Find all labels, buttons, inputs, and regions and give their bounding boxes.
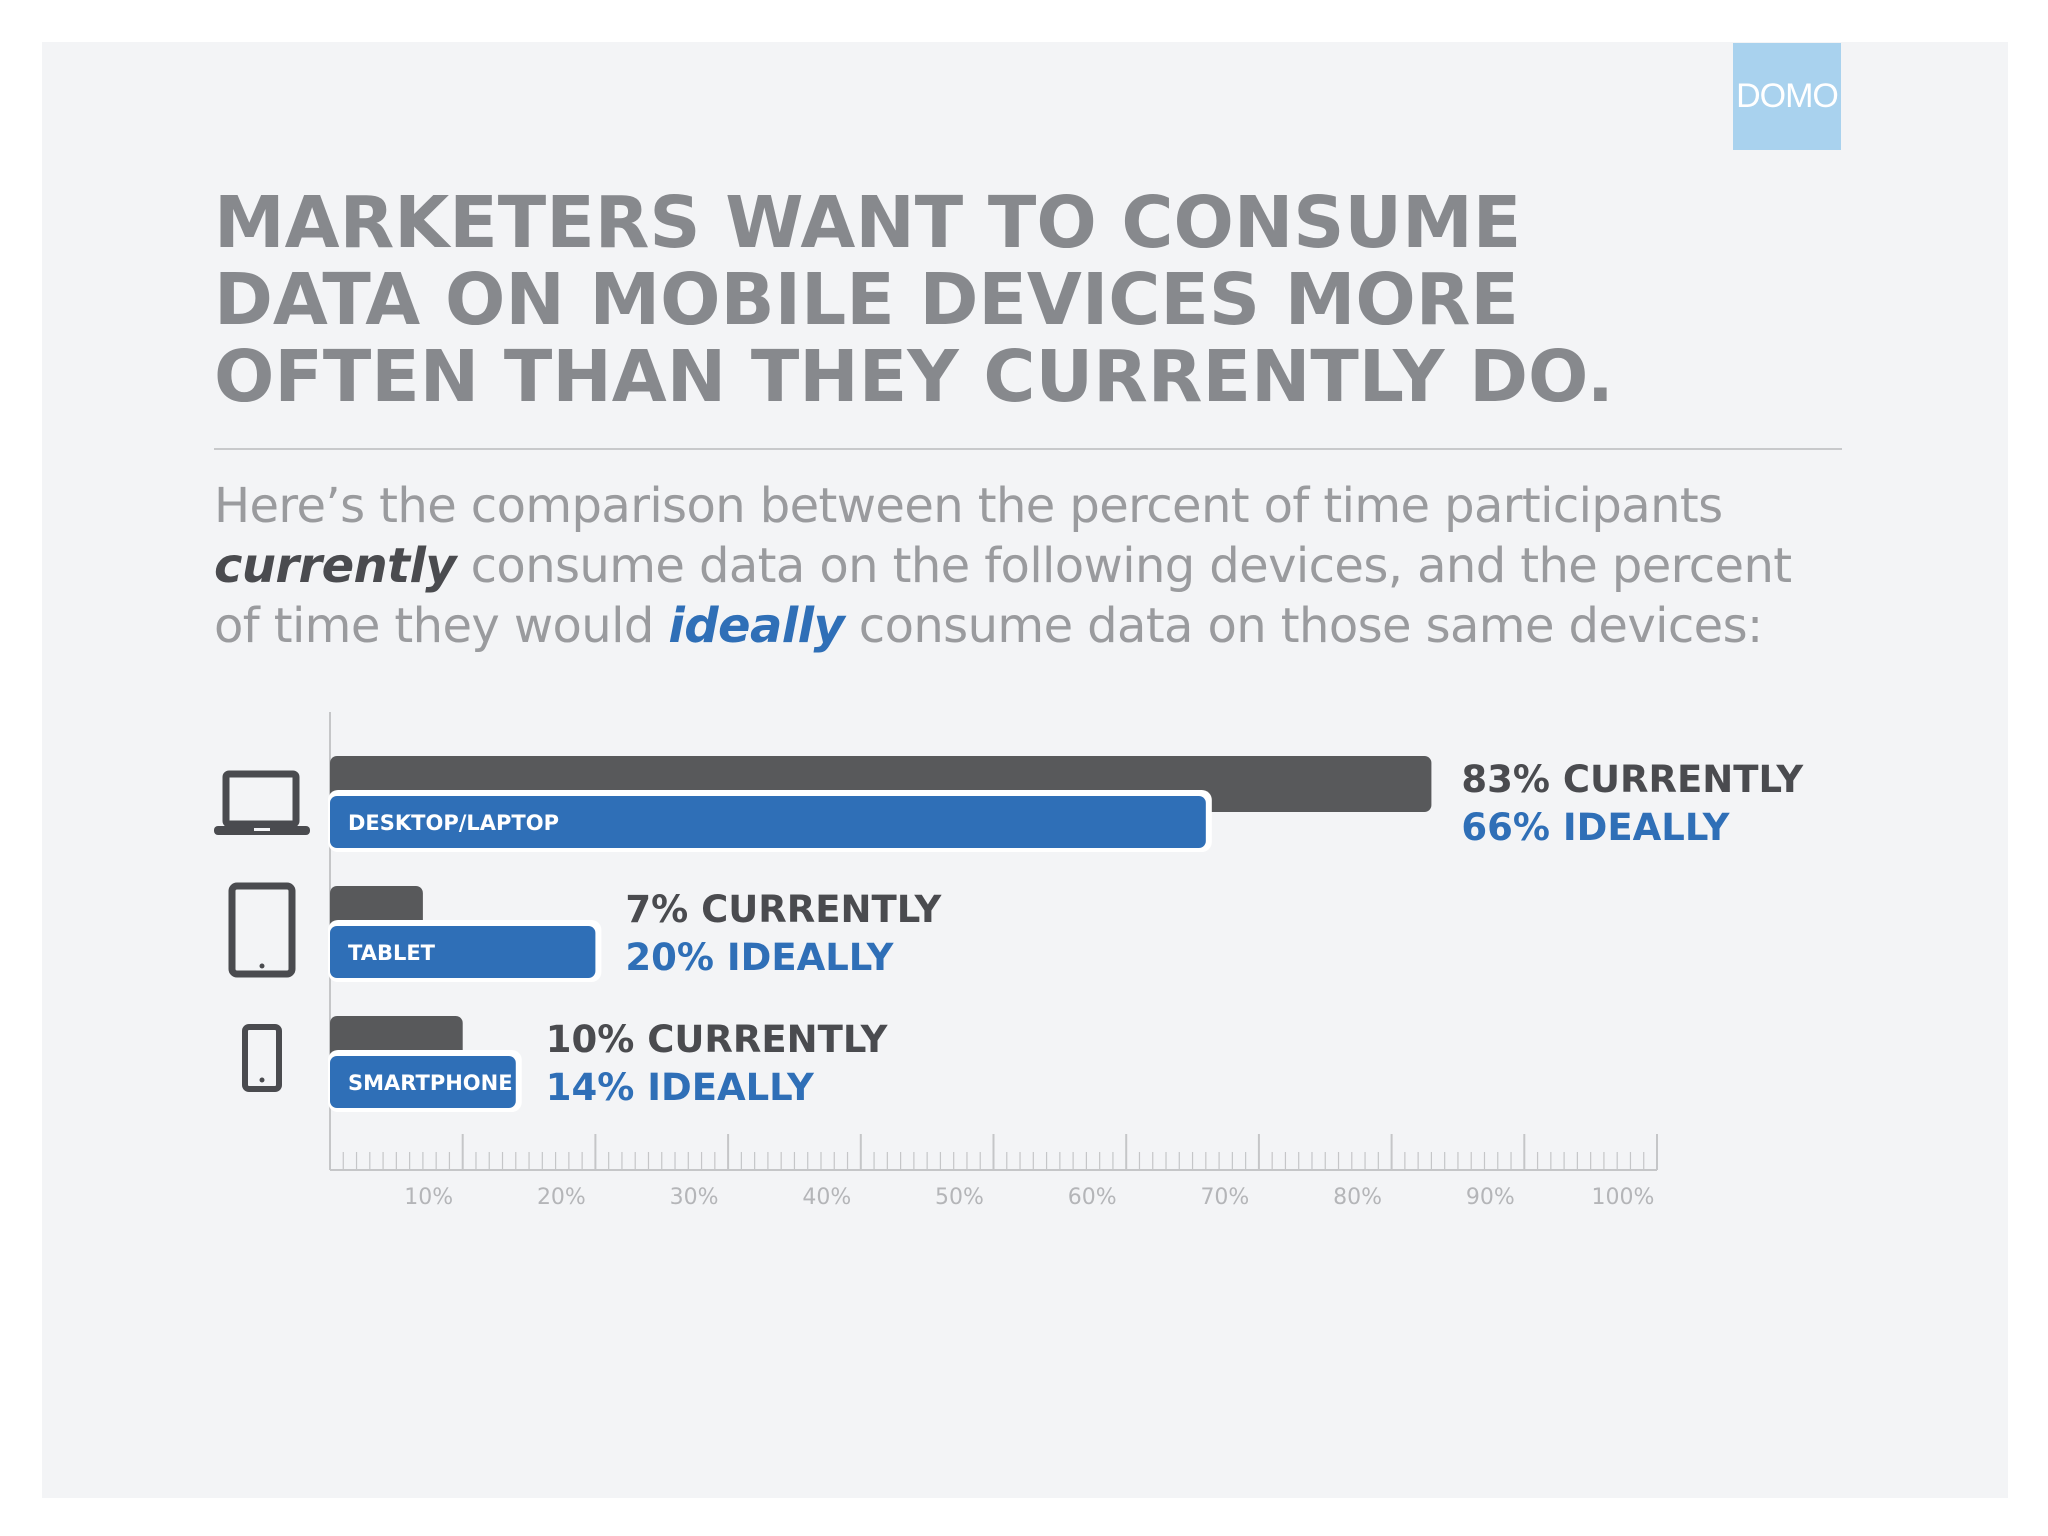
bar-ideal [330,1056,516,1108]
value-label-ideal: 66% IDEALLY [1461,806,1730,849]
x-tick-label: 10% [404,1185,453,1210]
value-label-ideal: 14% IDEALLY [546,1066,815,1109]
title-line-2: DATA ON MOBILE DEVICES MORE [214,258,1519,341]
x-tick-label: 20% [537,1185,586,1210]
intro-line-2: currently consume data on the following … [214,536,1914,596]
intro-line-1: Here’s the comparison between the percen… [214,478,1723,534]
bar-category-label: TABLET [348,941,436,965]
laptop-icon [214,770,310,835]
x-tick-label: 50% [935,1185,984,1210]
intro-paragraph: Here’s the comparison between the percen… [214,476,1914,656]
intro-line-2-text: consume data on the following devices, a… [455,538,1792,594]
bar-ideal [330,796,1206,848]
tablet-icon [228,882,296,978]
title-line-3: OFTEN THAN THEY CURRENTLY DO. [214,335,1614,418]
intro-line-3-lead: of time they would [214,598,669,654]
bar-ideal [330,926,596,978]
x-tick-label: 30% [670,1185,719,1210]
intro-line-3-text: consume data on those same devices: [844,598,1763,654]
x-tick-label: 70% [1200,1185,1249,1210]
x-tick-label: 40% [802,1185,851,1210]
value-label-ideal: 20% IDEALLY [625,936,894,979]
emphasis-ideally: ideally [668,598,845,654]
smartphone-icon [242,1024,282,1092]
page-title: MARKETERS WANT TO CONSUME DATA ON MOBILE… [214,184,1864,415]
value-label-current: 10% CURRENTLY [546,1018,889,1061]
bar-category-label: DESKTOP/LAPTOP [348,811,559,835]
domo-logo: DOMO [1733,43,1841,150]
value-label-current: 83% CURRENTLY [1461,758,1804,801]
divider [214,448,1842,450]
bar-category-label: SMARTPHONE [348,1071,513,1095]
title-line-1: MARKETERS WANT TO CONSUME [214,181,1522,264]
x-tick-label: 60% [1068,1185,1117,1210]
logo-text: DOMO [1736,77,1839,115]
x-tick-label: 100% [1592,1185,1655,1210]
value-label-current: 7% CURRENTLY [625,888,942,931]
emphasis-currently: currently [214,538,457,594]
x-tick-label: 80% [1333,1185,1382,1210]
intro-line-3: of time they would ideally consume data … [214,596,1914,656]
x-tick-label: 90% [1466,1185,1515,1210]
